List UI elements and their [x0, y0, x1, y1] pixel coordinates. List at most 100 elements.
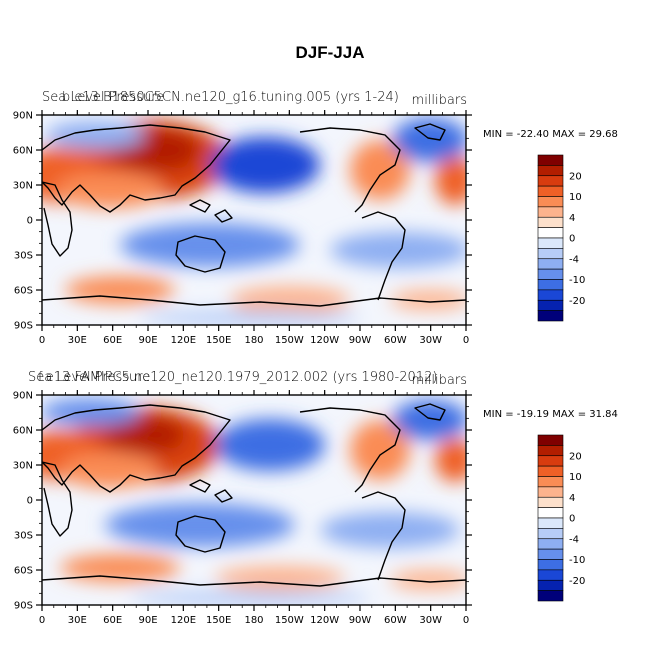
colorbar-swatch	[537, 455, 564, 467]
x-tick-label: 150W	[275, 335, 304, 346]
y-tick-label: 60S	[14, 286, 33, 297]
colorbar-swatch	[537, 465, 564, 477]
y-tick-label: 30N	[13, 181, 33, 192]
panel-1-axes: 0 30E 60E 90E 120E 150E 180 150W 120W 90W 60W 30W 09…	[13, 110, 472, 346]
colorbar-swatch	[537, 579, 564, 591]
y-tick-label: 60S	[14, 566, 33, 577]
colorbar-label: -4	[569, 254, 579, 265]
colorbar-swatch	[537, 569, 564, 581]
colorbar-swatch	[537, 559, 564, 571]
x-tick-label: 60W	[384, 615, 407, 626]
x-tick-label: 90W	[349, 615, 372, 626]
panel-2-axes: 0 30E 60E 90E 120E 150E 180 150W 120W 90W 60W 30W 09…	[13, 390, 472, 626]
page-title: DJF-JJA	[296, 43, 365, 62]
colorbar-swatch	[537, 154, 564, 166]
x-tick-label: 60E	[103, 335, 122, 346]
panel-1-coastlines	[42, 123, 466, 307]
panel-2-map	[42, 395, 466, 605]
colorbar-label: -10	[569, 275, 585, 286]
x-tick-label: 150E	[206, 335, 231, 346]
colorbar-swatch	[537, 227, 564, 239]
x-tick-label: 120E	[171, 335, 196, 346]
y-tick-label: 60N	[13, 426, 33, 437]
colorbar-swatch	[537, 165, 564, 177]
panel-2-colorbar: 20 10 4 0 -4 -10 -20	[537, 434, 585, 602]
x-tick-label: 30E	[68, 615, 87, 626]
colorbar-label: 4	[569, 493, 575, 504]
colorbar-label: -10	[569, 555, 585, 566]
x-tick-label: 90E	[138, 335, 157, 346]
panel-2-variable-title: Sea Level Pressure	[28, 370, 150, 385]
x-tick-label: 90E	[138, 615, 157, 626]
x-tick-label: 0	[463, 615, 469, 626]
colorbar-swatch	[537, 289, 564, 301]
colorbar-swatch	[537, 548, 564, 560]
colorbar-swatch	[537, 279, 564, 291]
y-tick-label: 30S	[14, 251, 33, 262]
colorbar-swatch	[537, 248, 564, 260]
colorbar-label: 20	[569, 171, 582, 182]
x-tick-label: 150W	[275, 615, 304, 626]
colorbar-label: 10	[569, 472, 582, 483]
y-tick-label: 0	[27, 496, 33, 507]
panel-2-units: millibars	[412, 373, 467, 388]
colorbar-swatch	[537, 216, 564, 228]
colorbar-swatch	[537, 299, 564, 311]
x-tick-label: 30W	[419, 615, 442, 626]
x-tick-label: 60W	[384, 335, 407, 346]
panel-1-variable-title: Sea Level Pressure	[42, 90, 164, 105]
x-tick-label: 180	[244, 335, 263, 346]
colorbar-swatch	[537, 507, 564, 519]
x-tick-label: 0	[39, 335, 45, 346]
colorbar-swatch	[537, 258, 564, 270]
x-tick-label: 0	[39, 615, 45, 626]
panel-2-coastlines	[42, 403, 466, 587]
colorbar-swatch	[537, 528, 564, 540]
x-tick-label: 150E	[206, 615, 231, 626]
colorbar-swatch	[537, 185, 564, 197]
panel-1-stats: MIN = -22.40 MAX = 29.68	[483, 129, 618, 140]
panel-1-units: millibars	[412, 93, 467, 108]
y-tick-label: 90S	[14, 601, 33, 612]
colorbar-swatch	[537, 196, 564, 208]
colorbar-swatch	[537, 496, 564, 508]
colorbar-label: 10	[569, 192, 582, 203]
panel-1-case-title: b.e13.B1850C5CN.ne120_g16.tuning.005 (yr…	[62, 90, 399, 105]
panel-1: Sea Level Pressure b.e13.B1850C5CN.ne120…	[13, 90, 618, 346]
panel-2-case-title: f.e13.FAMIPC5.ne120_ne120.1979_2012.002 …	[38, 370, 437, 385]
panel-1-colorbar: 20 10 4 0 -4 -10 -20	[537, 154, 585, 322]
x-tick-label: 180	[244, 615, 263, 626]
colorbar-swatch	[537, 206, 564, 218]
colorbar-swatch	[537, 175, 564, 187]
x-tick-label: 0	[463, 335, 469, 346]
y-tick-label: 30N	[13, 461, 33, 472]
colorbar-swatch	[537, 517, 564, 529]
colorbar-label: 20	[569, 451, 582, 462]
y-tick-label: 90S	[14, 321, 33, 332]
colorbar-label: -4	[569, 534, 579, 545]
x-tick-label: 120W	[310, 335, 339, 346]
colorbar-swatch	[537, 486, 564, 498]
colorbar-label: 0	[569, 514, 575, 525]
y-tick-label: 0	[27, 216, 33, 227]
colorbar-label: 4	[569, 213, 575, 224]
colorbar-swatch	[537, 268, 564, 280]
y-tick-label: 60N	[13, 146, 33, 157]
y-tick-label: 90N	[13, 391, 33, 402]
colorbar-label: 0	[569, 234, 575, 245]
colorbar-swatch	[537, 590, 564, 602]
y-tick-label: 90N	[13, 111, 33, 122]
colorbar-swatch	[537, 476, 564, 488]
y-tick-label: 30S	[14, 531, 33, 542]
colorbar-label: -20	[569, 576, 585, 587]
colorbar-swatch	[537, 434, 564, 446]
colorbar-swatch	[537, 237, 564, 249]
x-tick-label: 120E	[171, 615, 196, 626]
x-tick-label: 120W	[310, 615, 339, 626]
colorbar-swatch	[537, 538, 564, 550]
x-tick-label: 90W	[349, 335, 372, 346]
panel-1-map	[42, 115, 466, 325]
colorbar-swatch	[537, 445, 564, 457]
x-tick-label: 30E	[68, 335, 87, 346]
